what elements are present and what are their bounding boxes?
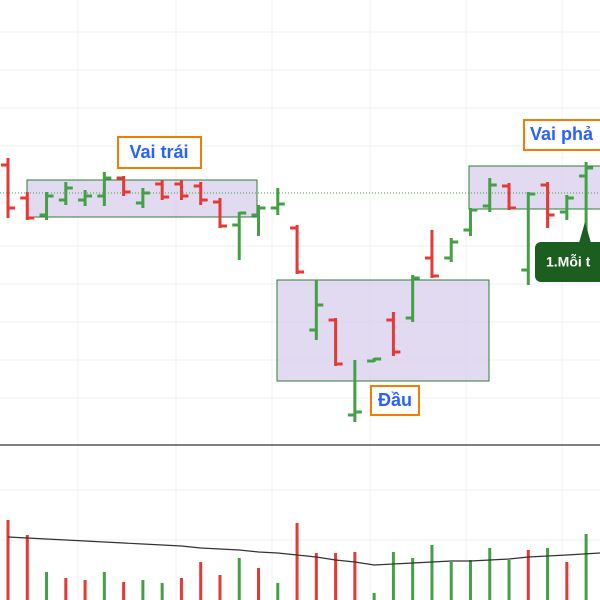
volume-bar (199, 562, 203, 600)
volume-bar (565, 562, 569, 600)
volume-bar (488, 548, 492, 600)
volume-bar (45, 572, 49, 600)
volume-bar (314, 553, 318, 600)
volume-ma (7, 536, 600, 566)
volume-bar (179, 578, 183, 600)
volume-bar (25, 535, 29, 600)
volume-bar (160, 583, 164, 600)
volume-bar (6, 520, 10, 600)
volume-bar (546, 548, 550, 600)
volume-bar (276, 583, 280, 600)
volume-bar (526, 550, 530, 600)
volume-bar (449, 562, 453, 600)
volume-bar (64, 578, 68, 600)
volume-bar (237, 558, 241, 600)
volume-bar (353, 552, 357, 600)
volume-bar (102, 572, 106, 600)
label-box (117, 136, 202, 169)
volume-bar (468, 560, 472, 600)
callout-text: 1.Mỗi t (546, 254, 591, 270)
volume-bar (334, 553, 338, 600)
annotation: Đầu (378, 390, 412, 410)
volume-bar (507, 560, 511, 600)
volume-bar (411, 558, 415, 600)
callout-pointer (579, 222, 591, 243)
volume-bar (584, 534, 588, 600)
volume-bar (122, 582, 126, 600)
label-box (523, 119, 600, 151)
volume-bar (372, 593, 376, 600)
volume-bar (430, 545, 434, 600)
volume-bar (83, 580, 87, 600)
volume-bar (295, 523, 299, 600)
annotation: Vai phả (530, 124, 594, 144)
annotation: Vai trái (129, 142, 188, 162)
volume-bar (391, 552, 395, 600)
volume-bar (257, 568, 261, 600)
callout (535, 242, 600, 282)
volume-bar (218, 575, 222, 600)
label-box (370, 385, 420, 416)
volume-bar (141, 580, 145, 600)
marks (0, 158, 600, 600)
head-box (276, 279, 490, 382)
